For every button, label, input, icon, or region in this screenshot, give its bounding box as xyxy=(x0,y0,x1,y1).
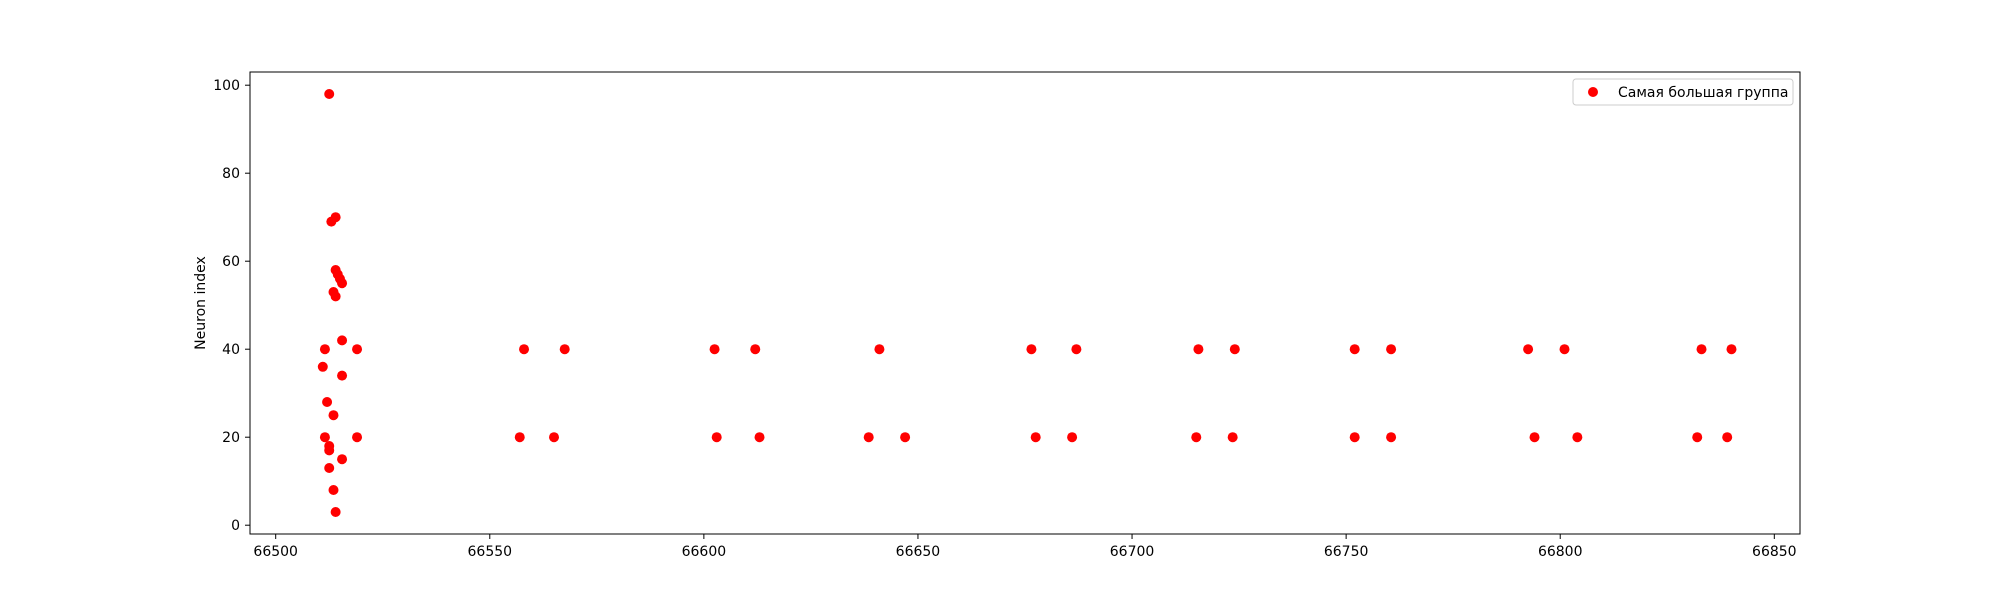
data-point xyxy=(1191,432,1202,443)
data-point xyxy=(1726,344,1737,355)
legend-box xyxy=(1572,78,1794,106)
data-point xyxy=(328,485,339,495)
legend: Самая большая группа xyxy=(1572,78,1794,106)
x-tick-label: 66650 xyxy=(896,544,941,560)
data-point xyxy=(324,463,335,473)
x-tick-label: 66550 xyxy=(468,544,513,560)
data-point xyxy=(900,432,911,443)
data-point xyxy=(337,370,348,381)
data-point xyxy=(1349,432,1360,443)
y-tick-label: 20 xyxy=(222,430,240,446)
data-point xyxy=(874,344,885,355)
data-point xyxy=(319,344,330,355)
y-tick-label: 100 xyxy=(213,78,240,94)
data-point xyxy=(324,89,335,99)
y-tick-label: 60 xyxy=(222,254,240,270)
data-point xyxy=(1349,344,1360,355)
data-point xyxy=(330,507,341,517)
data-point xyxy=(514,432,525,443)
data-point xyxy=(352,344,363,355)
data-point xyxy=(1572,432,1583,443)
data-point xyxy=(863,432,874,443)
data-point xyxy=(1722,432,1733,443)
x-tick-label: 66800 xyxy=(1538,544,1583,560)
data-point xyxy=(1227,432,1238,443)
data-point xyxy=(1193,344,1204,355)
x-axis: 66500 66550 66600 66650 66700 66750 66800 66850 xyxy=(253,534,1797,560)
data-points xyxy=(317,89,1737,517)
data-point xyxy=(352,432,363,443)
data-point xyxy=(328,410,339,421)
data-point xyxy=(1523,344,1534,355)
x-tick-label: 66750 xyxy=(1324,544,1369,560)
data-point xyxy=(1067,432,1078,443)
legend-marker xyxy=(1588,87,1598,97)
x-tick-label: 66500 xyxy=(253,544,298,560)
data-point xyxy=(1559,344,1570,355)
y-tick-label: 80 xyxy=(222,166,240,182)
data-point xyxy=(519,344,530,355)
data-point xyxy=(750,344,761,355)
data-point xyxy=(330,291,341,302)
data-point xyxy=(324,445,335,456)
data-point xyxy=(711,432,722,443)
x-tick-label: 66700 xyxy=(1110,544,1155,560)
data-point xyxy=(1696,344,1707,355)
data-point xyxy=(337,335,348,346)
y-axis-label: Neuron index xyxy=(193,256,209,350)
data-point xyxy=(317,361,328,372)
data-point xyxy=(322,397,333,407)
data-point xyxy=(709,344,720,355)
y-tick-label: 0 xyxy=(231,518,240,534)
data-point xyxy=(549,432,560,443)
data-point xyxy=(559,344,570,355)
data-point xyxy=(319,432,330,443)
data-point xyxy=(1229,344,1240,355)
plot-frame xyxy=(249,71,1801,535)
x-tick-label: 66850 xyxy=(1752,544,1797,560)
data-point xyxy=(330,212,341,223)
data-point xyxy=(1529,432,1540,443)
data-point xyxy=(1071,344,1082,355)
y-axis: 0 20 40 60 80 100 xyxy=(213,78,250,534)
x-tick-label: 66600 xyxy=(682,544,727,560)
data-point xyxy=(1026,344,1037,355)
data-point xyxy=(1386,344,1397,355)
data-point xyxy=(337,278,348,289)
plot-area xyxy=(250,72,1800,534)
data-point xyxy=(337,454,348,465)
data-point xyxy=(1386,432,1397,443)
data-point xyxy=(1030,432,1041,443)
y-tick-label: 40 xyxy=(222,342,240,358)
data-point xyxy=(1692,432,1703,443)
data-point xyxy=(754,432,765,443)
legend-label: Самая большая группа xyxy=(1618,85,1788,101)
